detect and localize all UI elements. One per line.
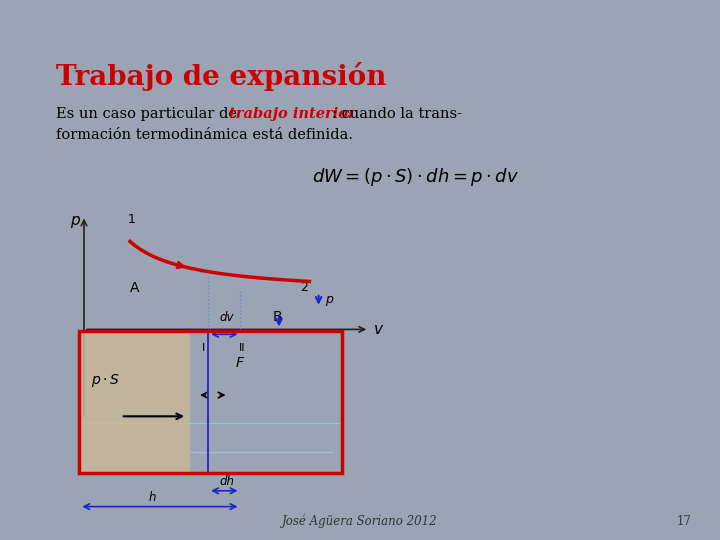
Text: $dW = (p \cdot S) \cdot dh = p \cdot dv$: $dW = (p \cdot S) \cdot dh = p \cdot dv$	[312, 166, 518, 188]
Text: dv: dv	[220, 312, 234, 325]
Text: dh: dh	[220, 475, 234, 488]
Bar	[79, 332, 341, 473]
Text: : cuando la trans-: : cuando la trans-	[333, 107, 462, 120]
Text: B: B	[273, 309, 282, 323]
Text: José Agüera Soriano 2012: José Agüera Soriano 2012	[282, 514, 438, 528]
Text: A: A	[130, 281, 140, 295]
Text: I: I	[202, 343, 205, 353]
Text: Trabajo de expansión: Trabajo de expansión	[56, 62, 387, 91]
Text: 2: 2	[300, 281, 308, 294]
Text: v: v	[374, 322, 383, 337]
Text: 1: 1	[128, 213, 136, 226]
Text: II: II	[239, 343, 246, 353]
Text: Es un caso particular de: Es un caso particular de	[56, 107, 242, 120]
Text: $p \cdot S$: $p \cdot S$	[91, 373, 120, 389]
Text: trabajo interior: trabajo interior	[230, 107, 356, 120]
Bar	[79, 332, 190, 473]
Text: p: p	[71, 213, 80, 228]
Text: F: F	[236, 355, 244, 369]
Text: h: h	[148, 491, 156, 504]
Text: formación termodinámica está definida.: formación termodinámica está definida.	[56, 129, 354, 143]
Text: 17: 17	[676, 515, 691, 528]
Text: p: p	[325, 293, 333, 306]
